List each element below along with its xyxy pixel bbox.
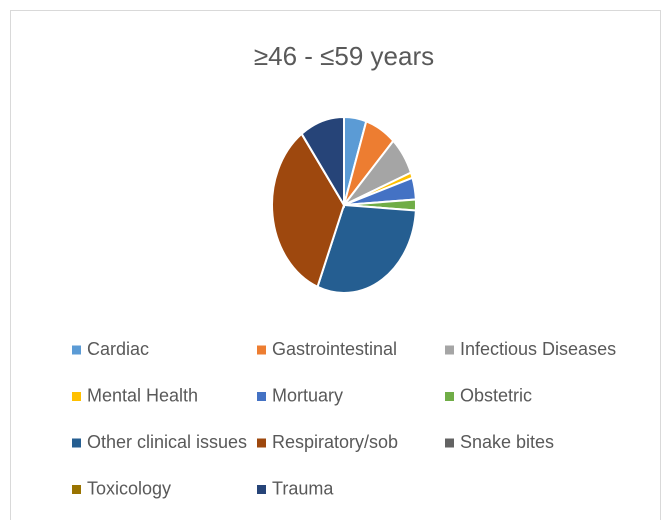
legend-swatch [72,485,81,494]
legend-label: Obstetric [460,385,532,405]
legend-swatch [72,438,81,448]
legend-swatch [72,345,81,355]
legend-label: Gastrointestinal [272,339,397,359]
legend-label: Snake bites [460,432,554,452]
legend-label: Infectious Diseases [460,339,616,359]
legend-label: Mental Health [87,385,198,405]
legend-swatch [257,392,266,401]
pie-slice [316,203,417,294]
legend-swatch [72,392,81,401]
legend-label: Mortuary [272,385,343,405]
chart-title: ≥46 - ≤59 years [254,41,434,71]
legend-label: Toxicology [87,478,171,498]
legend-label: Other clinical issues [87,432,247,452]
pie-slice [300,115,345,209]
legend-swatch [445,438,454,448]
legend-label: Respiratory/sob [272,432,398,452]
legend-label: Trauma [272,478,334,498]
legend-swatch [445,345,454,355]
legend-swatch [257,345,266,355]
legend-swatch [445,392,454,401]
pie-slice [271,132,346,289]
legend-swatch [257,485,266,494]
legend-swatch [257,438,266,448]
legend-label: Cardiac [87,339,149,359]
